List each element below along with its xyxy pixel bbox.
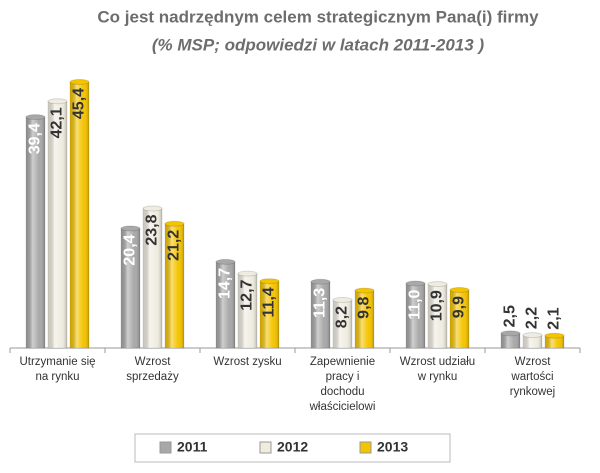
bar-cap bbox=[310, 278, 331, 285]
bar-cap bbox=[500, 330, 521, 337]
value-label: 11,4 bbox=[261, 287, 278, 317]
value-label: 14,7 bbox=[217, 268, 234, 299]
value-label: 11,0 bbox=[407, 289, 424, 319]
value-label: 2,1 bbox=[546, 307, 563, 329]
x-tick-label: Utrzymanie się na rynku bbox=[19, 356, 95, 383]
value-label: 9,9 bbox=[451, 296, 468, 318]
value-label: 20,4 bbox=[122, 234, 139, 265]
bar-cap bbox=[544, 332, 565, 339]
legend-swatch bbox=[259, 441, 272, 454]
bar-cap bbox=[522, 332, 543, 339]
value-label: 45,4 bbox=[71, 88, 88, 119]
bar-cap bbox=[69, 78, 90, 85]
value-label: 23,8 bbox=[144, 214, 161, 245]
bar-shine bbox=[333, 299, 352, 348]
bar-shine bbox=[406, 283, 425, 348]
chart-title: Co jest nadrzędnym celem strategicznym P… bbox=[97, 7, 539, 26]
legend-swatch bbox=[359, 441, 372, 454]
bar-shine bbox=[48, 101, 67, 348]
bar-shine bbox=[260, 281, 279, 348]
bar-shine bbox=[143, 208, 162, 348]
bar-cap bbox=[142, 205, 163, 212]
bar-shine bbox=[121, 228, 140, 348]
bar-shine bbox=[523, 335, 542, 348]
x-tick-label: Wzrost zysku bbox=[213, 356, 281, 368]
bar-shine bbox=[216, 261, 235, 348]
bar-cap bbox=[354, 287, 375, 294]
value-label: 12,7 bbox=[239, 279, 256, 310]
legend-box bbox=[134, 433, 451, 463]
bar-shine bbox=[355, 290, 374, 348]
bar-shine bbox=[238, 273, 257, 348]
bar-cap bbox=[25, 114, 46, 121]
legend-label: 2013 bbox=[377, 439, 408, 455]
bar-cap bbox=[237, 270, 258, 277]
bar-shine bbox=[311, 281, 330, 348]
value-label: 39,4 bbox=[27, 123, 44, 154]
value-label: 9,8 bbox=[356, 296, 373, 318]
x-tick-label: Wzrost sprzedaży bbox=[126, 356, 179, 383]
chart-subtitle: (% MSP; odpowiedzi w latach 2011-2013 ) bbox=[152, 35, 485, 54]
legend-swatch bbox=[159, 441, 172, 454]
bar-cap bbox=[332, 296, 353, 303]
bar-shine bbox=[428, 284, 447, 348]
value-label: 21,2 bbox=[166, 230, 183, 261]
value-label: 42,1 bbox=[49, 107, 66, 138]
bar-cap bbox=[427, 281, 448, 288]
bar-cap bbox=[47, 98, 68, 105]
bar-shine bbox=[26, 117, 45, 348]
bar-cap bbox=[164, 220, 185, 227]
value-label: 8,2 bbox=[334, 306, 351, 328]
bar-cap bbox=[120, 225, 141, 232]
value-label: 2,5 bbox=[502, 305, 519, 327]
legend-label: 2012 bbox=[277, 439, 308, 455]
value-label: 10,9 bbox=[429, 290, 446, 321]
bar-shine bbox=[70, 81, 89, 349]
x-tick-label: Zapewnienie pracy i dochodu właścicielowi bbox=[309, 356, 376, 413]
value-label: 2,2 bbox=[524, 307, 541, 329]
legend-label: 2011 bbox=[177, 439, 208, 455]
bar-shine bbox=[545, 335, 564, 348]
x-tick-label: Wzrost wartości rynkowej bbox=[510, 356, 555, 398]
bar-shine bbox=[450, 289, 469, 348]
bar-shine bbox=[165, 223, 184, 348]
bar-cap bbox=[405, 280, 426, 287]
bar-cap bbox=[259, 278, 280, 285]
bar-shine bbox=[501, 333, 520, 348]
bar-cap bbox=[215, 258, 236, 265]
value-label: 11,3 bbox=[312, 288, 329, 318]
bar-cap bbox=[449, 286, 470, 293]
x-tick-label: Wzrost udziału w rynku bbox=[400, 356, 475, 383]
